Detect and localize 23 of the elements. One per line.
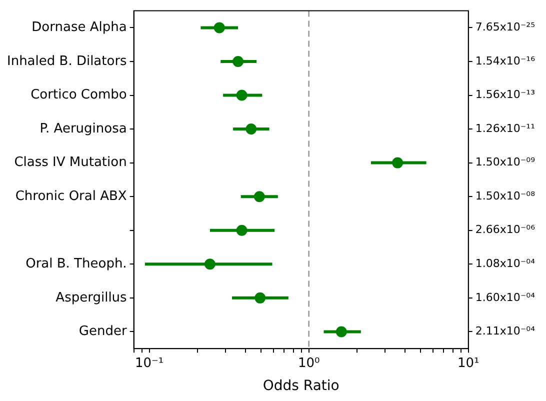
y2-tick-label: 7.65x10⁻²⁵	[475, 20, 535, 34]
y-tick-label: Inhaled B. Dilators	[6, 54, 128, 69]
y-tick-label: Cortico Combo	[30, 88, 127, 103]
x-tick-label: 10¹	[457, 356, 480, 371]
y-tick-label: P. Aeruginosa	[40, 121, 127, 136]
y2-tick-label: 2.11x10⁻⁰⁴	[475, 324, 536, 338]
y-tick-label: Class IV Mutation	[14, 155, 127, 170]
y2-tick-label: 1.26x10⁻¹¹	[475, 122, 535, 135]
x-axis-title: Odds Ratio	[262, 378, 340, 394]
y-tick-label: Oral B. Theoph.	[26, 256, 127, 272]
y2-tick-label: 2.66x10⁻⁰⁶	[475, 223, 536, 236]
y2-tick-label: 1.08x10⁻⁰⁴	[475, 257, 536, 270]
y-tick-label: Aspergillus	[56, 290, 128, 306]
y2-tick-label: 1.56x10⁻¹³	[475, 88, 535, 102]
x-tick-label: 10⁰	[298, 356, 320, 371]
y2-tick-label: 1.54x10⁻¹⁶	[475, 54, 536, 68]
y-tick-label: Gender	[78, 324, 128, 340]
y2-tick-label: 1.50x10⁻⁰⁹	[475, 156, 535, 169]
y-tick-label: Chronic Oral ABX	[15, 188, 127, 204]
y-tick-label: Dornase Alpha	[32, 20, 127, 36]
y2-tick-label: 1.50x10⁻⁰⁸	[475, 189, 536, 202]
y2-tick-label: 1.60x10⁻⁰⁴	[475, 290, 536, 304]
x-tick-label: 10⁻¹	[134, 356, 164, 371]
